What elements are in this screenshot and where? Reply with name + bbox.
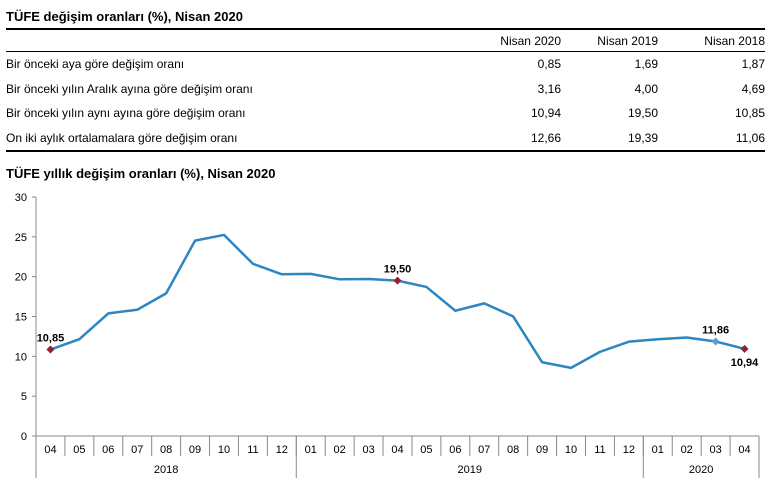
cell: 1,69: [634, 57, 658, 72]
cell: 19,39: [627, 130, 658, 145]
y-tick-label: 10: [15, 351, 27, 363]
x-tick-label: 12: [623, 444, 635, 456]
x-tick-label: 10: [565, 444, 577, 456]
y-tick-label: 25: [15, 232, 27, 244]
x-tick-label: 09: [189, 444, 201, 456]
chart-title: TÜFE yıllık değişim oranları (%), Nisan …: [6, 166, 276, 181]
header-col: Nisan 2020: [466, 29, 561, 52]
x-tick-label: 12: [276, 444, 288, 456]
year-label: 2020: [689, 464, 713, 476]
y-tick-label: 0: [21, 431, 27, 443]
highlight-marker: [46, 345, 55, 354]
table-row: Bir önceki yılın aynı ayına göre değişim…: [6, 101, 765, 126]
year-label: 2019: [458, 464, 482, 476]
x-tick-label: 07: [478, 444, 490, 456]
cell: 12,66: [530, 130, 561, 145]
cell: 3,16: [537, 81, 561, 96]
data-label: 11,86: [702, 325, 729, 337]
x-tick-label: 08: [160, 444, 172, 456]
x-tick-label: 09: [536, 444, 548, 456]
cell: 19,50: [627, 106, 658, 121]
table-row: On iki aylık ortalamalara göre değişim o…: [6, 126, 765, 152]
data-label: 10,94: [731, 357, 759, 369]
cell: 0,85: [537, 57, 561, 72]
row-label: Bir önceki aya göre değişim oranı: [6, 57, 185, 72]
x-tick-label: 02: [334, 444, 346, 456]
data-label: 19,50: [384, 264, 412, 276]
highlight-marker: [711, 337, 720, 346]
series-line: [50, 233, 745, 370]
x-tick-label: 01: [652, 444, 664, 456]
cell: 1,87: [741, 57, 765, 72]
cell: 4,69: [741, 81, 765, 96]
header-label: [6, 29, 466, 52]
table-title: TÜFE değişim oranları (%), Nisan 2020: [6, 9, 243, 24]
x-tick-label: 11: [594, 444, 605, 456]
header-col: Nisan 2018: [658, 29, 765, 52]
header-col: Nisan 2019: [561, 29, 658, 52]
x-tick-label: 11: [247, 444, 258, 456]
data-label: 10,85: [37, 333, 65, 345]
x-tick-label: 03: [709, 444, 721, 456]
x-tick-label: 02: [681, 444, 693, 456]
y-tick-label: 30: [15, 192, 27, 204]
row-label: Bir önceki yılın Aralık ayına göre değiş…: [6, 81, 253, 96]
y-tick-label: 5: [21, 391, 27, 403]
x-tick-label: 06: [102, 444, 114, 456]
highlight-marker: [393, 276, 402, 285]
table-header-row: Nisan 2020 Nisan 2019 Nisan 2018: [6, 29, 765, 52]
x-tick-label: 01: [305, 444, 317, 456]
row-label: On iki aylık ortalamalara göre değişim o…: [6, 130, 238, 145]
highlight-marker: [740, 344, 749, 353]
change-rates-table: Nisan 2020 Nisan 2019 Nisan 2018 Bir önc…: [6, 28, 765, 152]
x-tick-label: 10: [218, 444, 230, 456]
row-label: Bir önceki yılın aynı ayına göre değişim…: [6, 106, 246, 121]
x-tick-label: 04: [738, 444, 750, 456]
x-tick-label: 07: [131, 444, 143, 456]
year-label: 2018: [154, 464, 178, 476]
cell: 4,00: [634, 81, 658, 96]
x-tick-label: 04: [44, 444, 56, 456]
x-tick-label: 04: [391, 444, 403, 456]
x-tick-label: 08: [507, 444, 519, 456]
table-row: Bir önceki aya göre değişim oranı 0,85 1,6…: [6, 52, 765, 77]
cell: 11,06: [735, 130, 765, 145]
x-tick-label: 03: [362, 444, 374, 456]
x-tick-label: 05: [420, 444, 432, 456]
x-tick-label: 05: [73, 444, 85, 456]
table-row: Bir önceki yılın Aralık ayına göre değiş…: [6, 77, 765, 102]
cell: 10,94: [530, 106, 561, 121]
cell: 10,85: [734, 106, 765, 121]
x-tick-label: 06: [449, 444, 461, 456]
y-tick-label: 15: [15, 312, 27, 324]
y-tick-label: 20: [15, 272, 27, 284]
